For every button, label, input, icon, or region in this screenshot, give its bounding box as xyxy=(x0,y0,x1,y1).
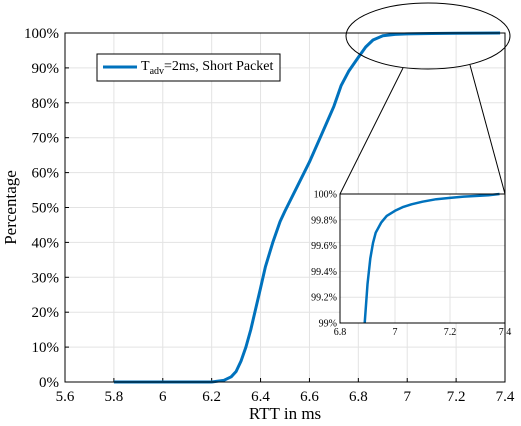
inset-y-tick-label: 99.6% xyxy=(311,241,337,252)
inset-background xyxy=(340,194,505,323)
x-axis-label: RTT in ms xyxy=(249,404,321,423)
inset-series-line xyxy=(363,192,500,324)
y-tick-label: 80% xyxy=(32,96,60,112)
inset-chart: 6.8 7 7.2 7.4 99% 99.2% 99.4% 99.6% 99.8% 100% xyxy=(311,190,511,339)
zoom-ellipse xyxy=(345,2,511,70)
inset-y-tick-label: 99% xyxy=(319,319,337,330)
inset-y-tick-label: 99.4% xyxy=(311,267,337,278)
legend-entry: Tadv=2ms, Short Packet xyxy=(141,59,274,77)
legend-subscript: adv xyxy=(150,66,164,77)
inset-x-tick-label: 7 xyxy=(393,327,398,338)
zoom-connector-left xyxy=(339,67,404,195)
y-tick-label: 0% xyxy=(39,375,59,391)
inset-x-tick-label: 7.4 xyxy=(499,327,512,338)
y-tick-label: 60% xyxy=(32,166,60,182)
x-tick-label: 6 xyxy=(159,389,167,405)
legend-suffix: =2ms, Short Packet xyxy=(164,59,273,74)
zoom-connector-right xyxy=(469,64,506,195)
y-tick-label: 90% xyxy=(32,61,60,77)
legend: Tadv=2ms, Short Packet xyxy=(96,53,281,82)
main-tick-labels: 5.6 5.8 6 6.2 6.4 6.6 6.8 7 7.2 7.4 0% 10% 20% 30% 40%… xyxy=(24,26,515,405)
x-tick-label: 5.6 xyxy=(56,389,75,405)
x-tick-label: 7.4 xyxy=(496,389,515,405)
y-tick-label: 40% xyxy=(32,235,60,251)
x-tick-label: 6.2 xyxy=(202,389,221,405)
x-tick-label: 6.8 xyxy=(349,389,368,405)
inset-y-tick-label: 100% xyxy=(314,190,337,201)
inset-x-tick-label: 6.8 xyxy=(334,327,347,338)
inset-x-tick-label: 7.2 xyxy=(444,327,457,338)
y-axis-label: Percentage xyxy=(1,170,20,245)
x-tick-label: 5.8 xyxy=(105,389,124,405)
x-tick-label: 6.6 xyxy=(300,389,319,405)
y-tick-label: 30% xyxy=(32,270,60,286)
y-tick-label: 50% xyxy=(32,201,60,217)
legend-prefix: T xyxy=(141,59,150,74)
inset-frame xyxy=(339,193,506,324)
series-line xyxy=(113,31,501,384)
x-tick-label: 6.4 xyxy=(251,389,270,405)
x-tick-label: 7 xyxy=(403,389,411,405)
y-tick-label: 70% xyxy=(32,131,60,147)
inset-tick-labels: 6.8 7 7.2 7.4 99% 99.2% 99.4% 99.6% 99.8% 100% xyxy=(311,190,511,339)
y-tick-label: 100% xyxy=(24,26,59,42)
y-tick-label: 20% xyxy=(32,305,60,321)
inset-y-tick-label: 99.8% xyxy=(311,215,337,226)
inset-y-tick-label: 99.2% xyxy=(311,293,337,304)
x-tick-label: 7.2 xyxy=(447,389,466,405)
y-tick-label: 10% xyxy=(32,340,60,356)
